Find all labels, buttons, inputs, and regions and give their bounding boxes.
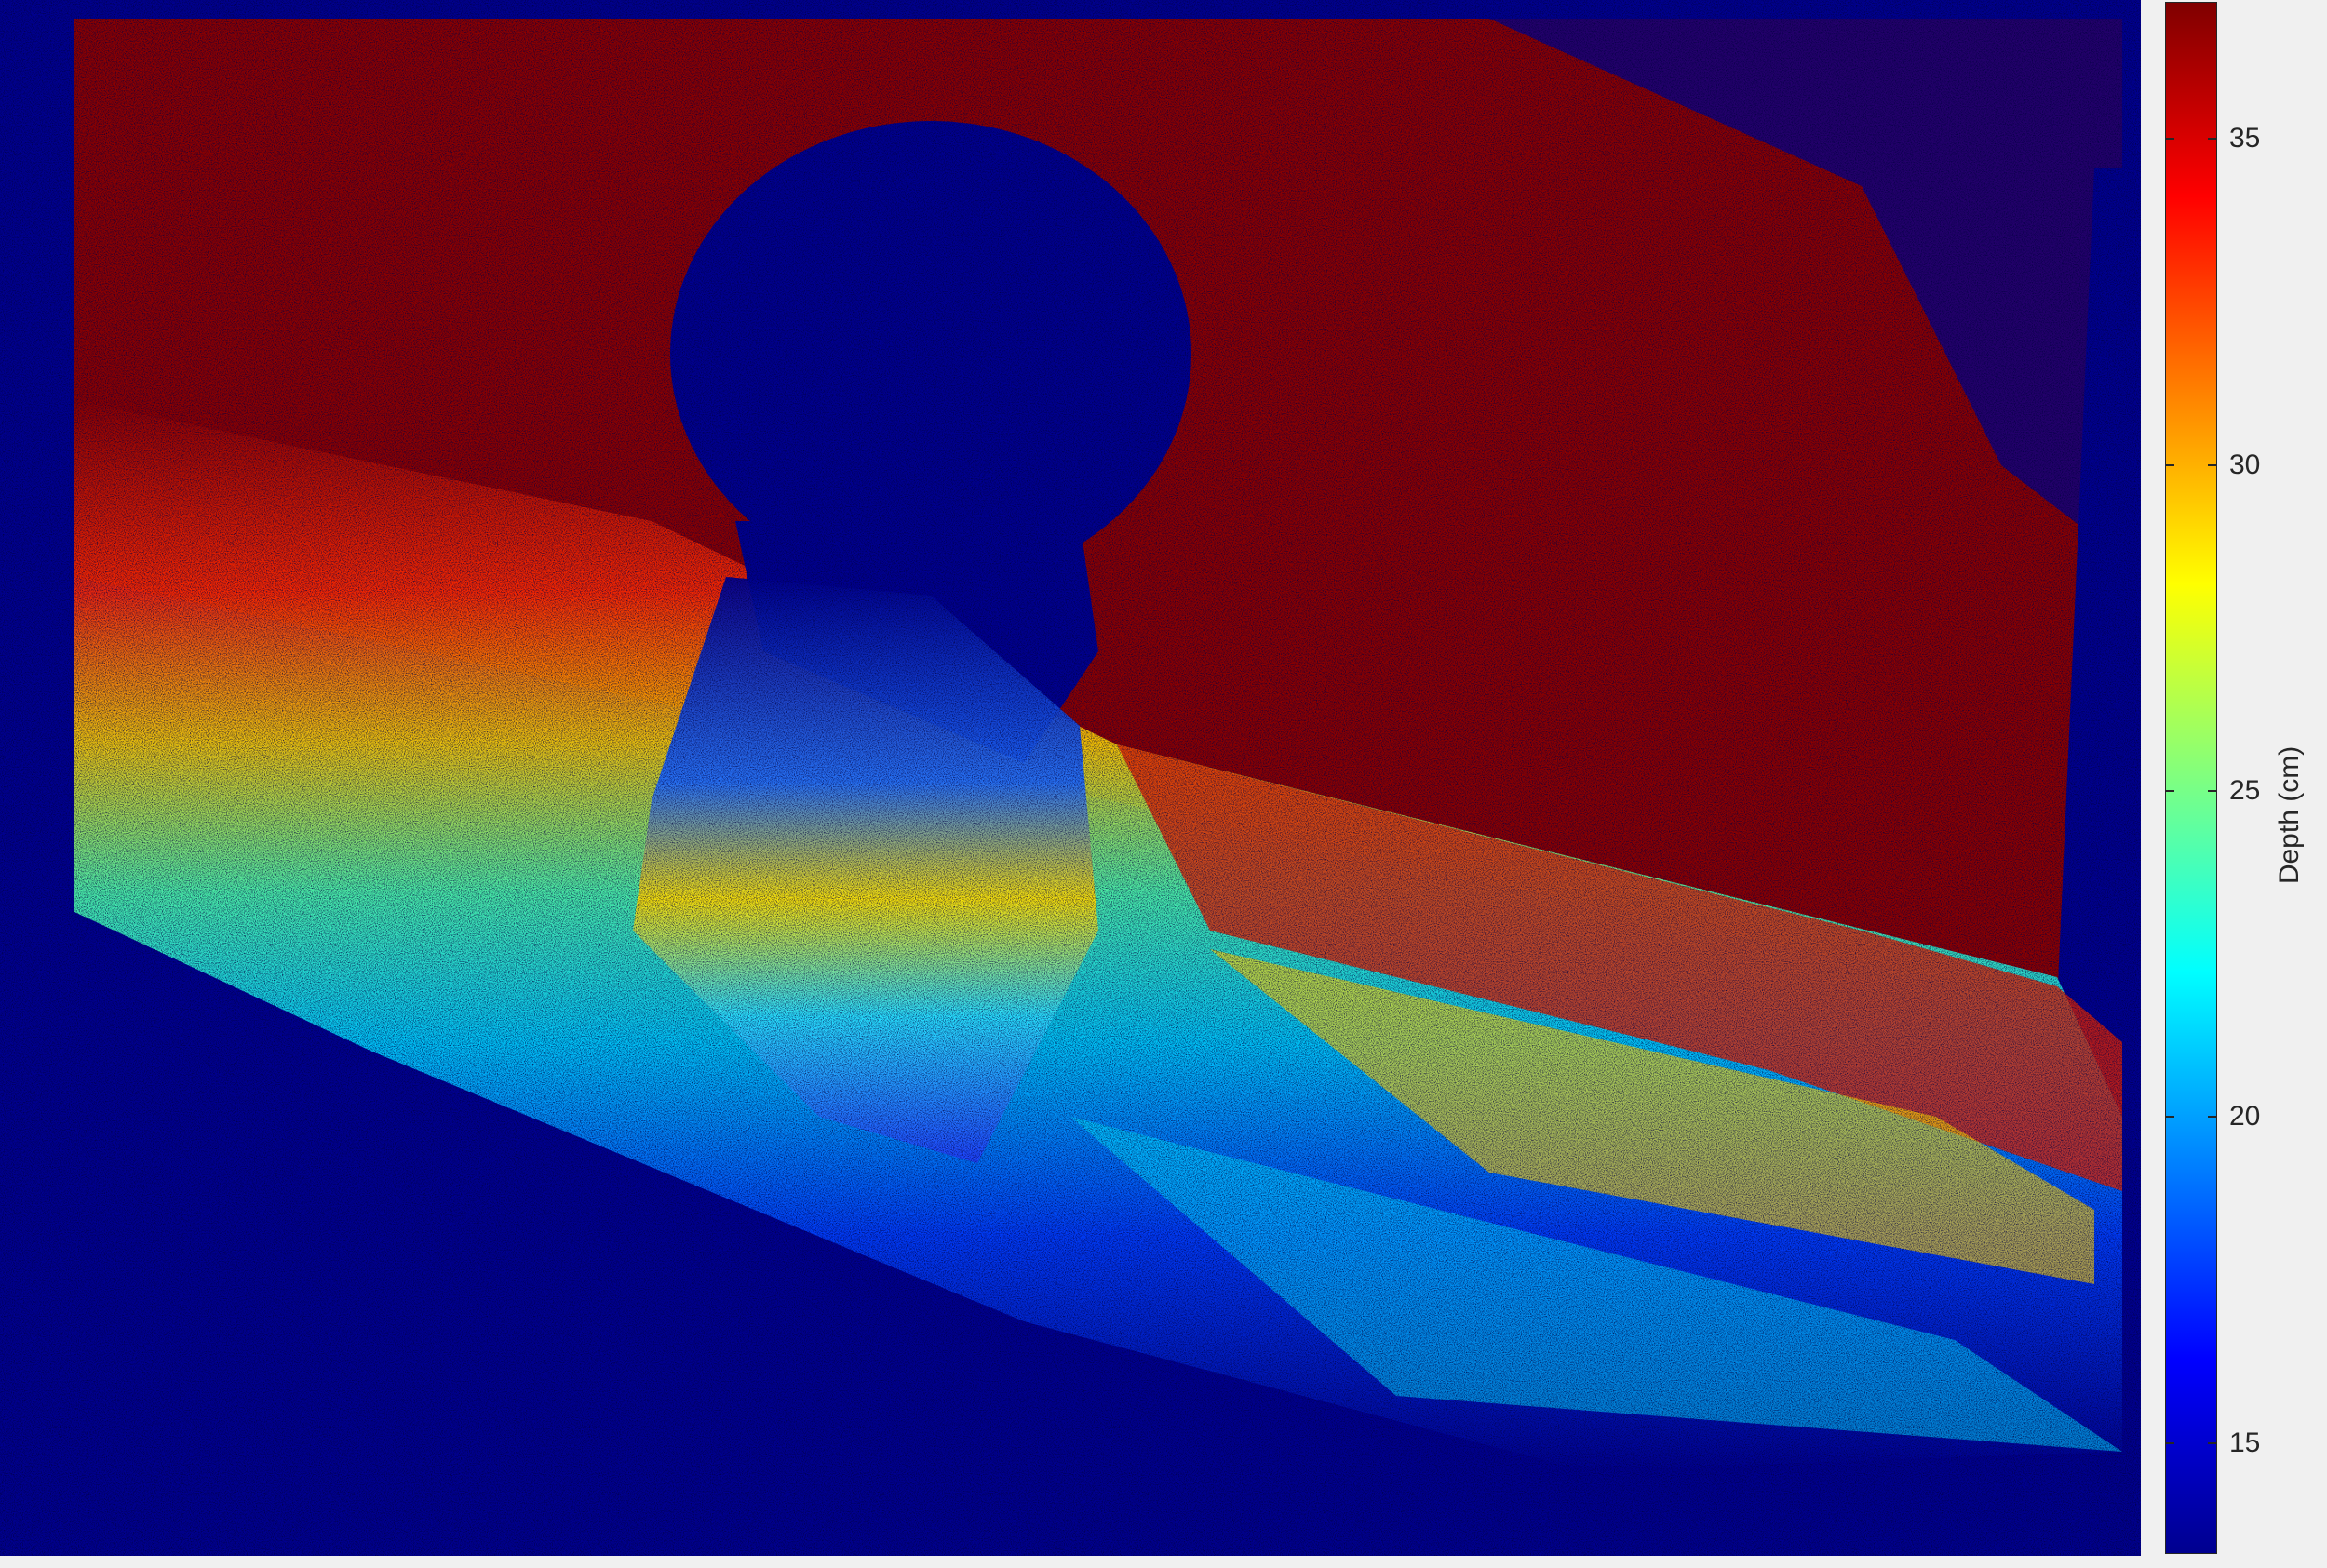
colorbar-tick-left — [2165, 463, 2174, 466]
colorbar-tick-right — [2208, 1116, 2217, 1119]
colorbar-tick-right — [2208, 463, 2217, 466]
colorbar-tick-left — [2165, 1116, 2174, 1119]
colorbar-tick-right — [2208, 1441, 2217, 1444]
colorbar-tick-label: 30 — [2229, 449, 2261, 480]
colorbar-label: Depth (cm) — [2274, 745, 2305, 885]
colorbar-tick-left — [2165, 138, 2174, 141]
colorbar-tick-label: 35 — [2229, 123, 2261, 154]
colorbar-tick-label: 15 — [2229, 1427, 2261, 1458]
colorbar-tick-right — [2208, 138, 2217, 141]
colorbar-gradient — [2166, 3, 2216, 1553]
depth-map-image — [0, 0, 2141, 1556]
colorbar-tick-label: 25 — [2229, 775, 2261, 807]
colorbar-tick-left — [2165, 790, 2174, 793]
colorbar-tick-right — [2208, 790, 2217, 793]
colorbar — [2165, 2, 2217, 1554]
colorbar-tick-left — [2165, 1441, 2174, 1444]
colorbar-tick-label: 20 — [2229, 1101, 2261, 1132]
